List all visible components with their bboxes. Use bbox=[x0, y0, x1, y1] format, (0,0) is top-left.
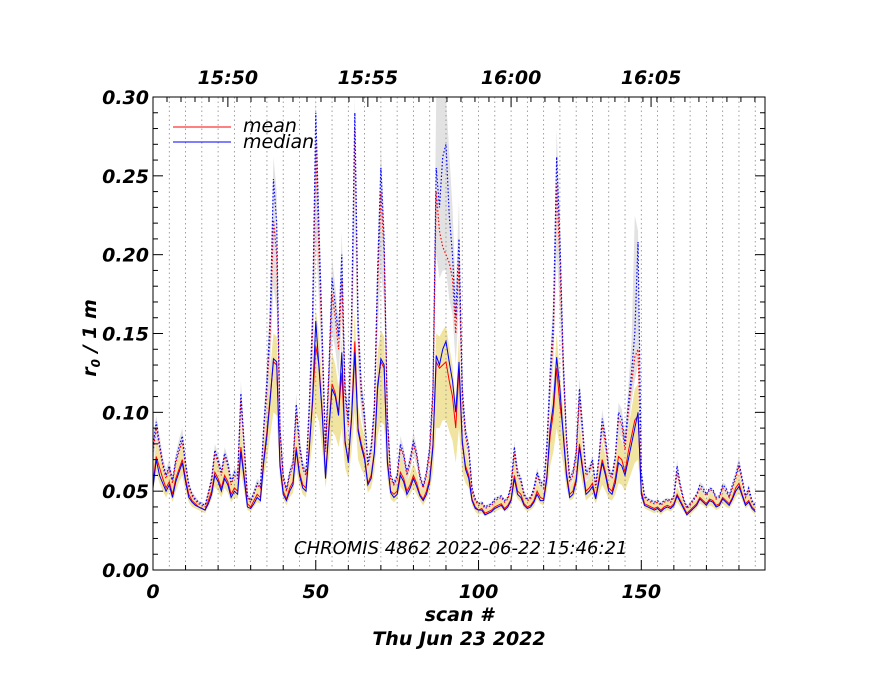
x-tick-label: 150 bbox=[621, 581, 661, 603]
y-tick-label: 0.15 bbox=[102, 324, 149, 346]
x-tick-label: 100 bbox=[459, 581, 499, 603]
date-label: Thu Jun 23 2022 bbox=[372, 628, 545, 650]
time-axis: 15:50 15:55 16:00 16:05 bbox=[152, 67, 756, 107]
legend: mean median bbox=[173, 115, 314, 153]
time-tick-label: 16:05 bbox=[621, 67, 681, 89]
series-median-max bbox=[152, 112, 756, 508]
y-tick-label: 0.05 bbox=[102, 481, 149, 503]
y-tick-label: 0.30 bbox=[102, 87, 149, 109]
y-tick-label: 0.00 bbox=[102, 560, 149, 582]
y-axis: 0.00 0.05 0.10 0.15 0.20 0.25 0.30 bbox=[102, 87, 765, 582]
y-tick-label: 0.20 bbox=[102, 245, 149, 267]
y-axis-title-main: r bbox=[79, 366, 101, 377]
max-curves bbox=[152, 112, 756, 510]
instrument-annotation: CHROMIS 4862 2022-06-22 15:46:21 bbox=[294, 538, 627, 559]
time-tick-label: 15:55 bbox=[338, 67, 398, 89]
series-median bbox=[152, 320, 756, 516]
y-axis-title-rest: / 1 m bbox=[79, 299, 101, 359]
legend-label-mean: mean bbox=[243, 115, 297, 137]
x-axis: 0 50 100 150 bbox=[146, 560, 740, 603]
y-tick-label: 0.25 bbox=[102, 166, 149, 188]
y-tick-label: 0.10 bbox=[102, 402, 149, 424]
x-axis-title: scan # bbox=[425, 604, 496, 626]
time-tick-label: 16:00 bbox=[481, 67, 541, 89]
x-tick-label: 50 bbox=[303, 581, 329, 603]
time-tick-label: 15:50 bbox=[198, 67, 258, 89]
main-curves bbox=[152, 320, 756, 516]
y-axis-title: r0 / 1 m bbox=[79, 299, 103, 377]
y-axis-title-sub: 0 bbox=[89, 359, 103, 367]
x-tick-label: 0 bbox=[146, 581, 159, 603]
legend-label-median: median bbox=[243, 131, 314, 153]
series-mean bbox=[152, 341, 756, 515]
